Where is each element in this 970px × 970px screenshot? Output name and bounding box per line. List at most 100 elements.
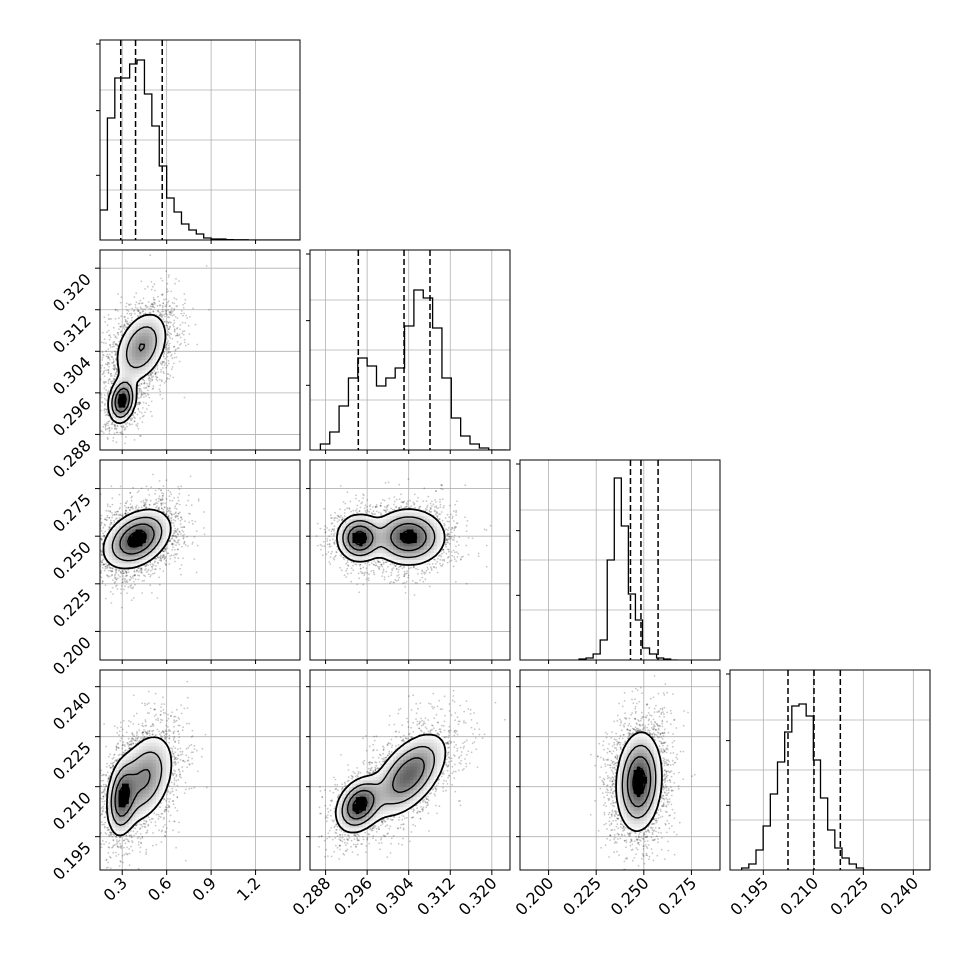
scatter-point <box>124 426 126 429</box>
scatter-point <box>171 542 173 545</box>
scatter-point <box>130 314 133 317</box>
scatter-point <box>101 351 104 353</box>
density-cell <box>145 336 150 341</box>
scatter-point <box>168 335 171 337</box>
density-cell <box>118 356 123 361</box>
scatter-point <box>151 285 154 288</box>
scatter-point <box>161 492 163 494</box>
scatter-point <box>179 344 181 346</box>
scatter-point <box>108 432 111 435</box>
scatter-point <box>174 519 177 522</box>
scatter-point <box>177 533 179 536</box>
density-cell <box>155 343 160 348</box>
scatter-point <box>181 545 183 548</box>
scatter-point <box>120 334 123 337</box>
scatter-point <box>107 393 109 395</box>
panel-frame-1-0 <box>99 249 301 451</box>
density-cell <box>145 366 150 371</box>
scatter-point <box>104 414 107 417</box>
scatter-point <box>110 602 113 604</box>
scatter-point <box>150 400 153 403</box>
scatter-point <box>105 409 108 411</box>
scatter-point <box>98 538 100 540</box>
scatter-point <box>111 567 114 570</box>
scatter-point <box>168 305 171 307</box>
scatter-point <box>158 378 161 381</box>
scatter-point <box>129 491 132 494</box>
scatter-point <box>136 314 139 317</box>
scatter-point <box>108 517 111 519</box>
scatter-point <box>129 303 132 306</box>
scatter-point <box>101 401 104 404</box>
density-cell <box>122 350 126 354</box>
density-cell <box>135 360 140 365</box>
scatter-point <box>102 580 104 583</box>
scatter-point <box>113 519 115 522</box>
scatter-point <box>185 314 187 317</box>
scatter-point <box>114 585 117 588</box>
scatter-point <box>111 423 114 426</box>
scatter-point <box>160 379 163 381</box>
scatter-point <box>96 575 98 577</box>
scatter-point <box>97 396 99 398</box>
scatter-point <box>94 517 96 519</box>
scatter-point <box>129 575 132 578</box>
density-cell <box>142 336 147 341</box>
density-cell <box>118 350 123 354</box>
scatter-point <box>95 368 97 370</box>
scatter-point <box>106 436 109 439</box>
scatter-point <box>119 301 122 304</box>
scatter-point <box>171 543 174 545</box>
scatter-point <box>142 391 145 394</box>
scatter-point <box>114 336 117 339</box>
scatter-point <box>129 578 132 581</box>
scatter-point <box>163 557 166 559</box>
scatter-point <box>128 422 131 425</box>
scatter-point <box>125 502 127 505</box>
density-cell <box>152 343 157 348</box>
scatter-point <box>158 506 161 509</box>
scatter-point <box>161 310 164 313</box>
scatter-point <box>113 581 116 584</box>
scatter-point <box>122 425 125 427</box>
scatter-point <box>80 575 82 577</box>
scatter-point <box>121 515 124 517</box>
scatter-point <box>159 362 162 365</box>
scatter-point <box>166 288 169 291</box>
scatter-point <box>118 568 121 571</box>
scatter-point <box>136 508 139 511</box>
scatter-point <box>179 523 182 526</box>
scatter-point <box>104 518 106 521</box>
scatter-point <box>144 565 147 568</box>
density-cell <box>155 356 160 361</box>
scatter-point <box>92 531 94 533</box>
scatter-point <box>127 310 130 312</box>
scatter-point <box>161 397 164 400</box>
scatter-point <box>151 302 154 305</box>
contour-line <box>117 393 127 408</box>
scatter-point <box>147 568 150 571</box>
scatter-point <box>166 547 169 550</box>
density-cell <box>125 360 130 365</box>
scatter-point <box>178 280 181 282</box>
scatter-point <box>174 560 176 563</box>
scatter-point <box>139 306 142 309</box>
density-cell <box>125 329 130 334</box>
density-cell <box>142 319 147 324</box>
scatter-point <box>108 344 111 346</box>
density-cell <box>135 339 140 344</box>
density-cell <box>125 400 130 405</box>
scatter-point <box>121 581 123 584</box>
scatter-point <box>100 367 103 369</box>
scatter-point <box>182 330 184 333</box>
density-cell <box>152 353 157 358</box>
scatter-point <box>143 505 146 507</box>
scatter-point <box>147 301 150 303</box>
scatter-point <box>165 324 168 327</box>
density-cell <box>125 373 130 378</box>
scatter-point <box>108 516 111 519</box>
density-cell <box>128 370 133 375</box>
density-cell <box>135 343 140 348</box>
scatter-point <box>154 373 157 375</box>
scatter-point <box>114 427 116 429</box>
